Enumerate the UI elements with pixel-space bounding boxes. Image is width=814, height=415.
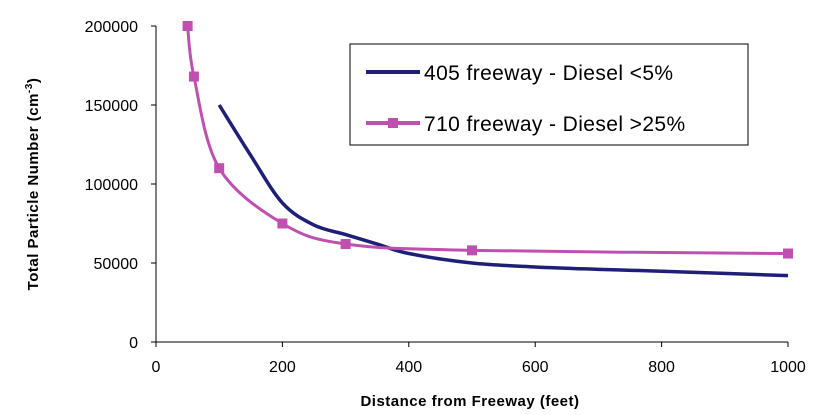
y-tick-label: 0	[129, 335, 138, 352]
data-point-marker	[277, 218, 288, 229]
x-tick-label: 600	[522, 359, 549, 376]
x-tick-label: 400	[395, 359, 422, 376]
data-point-marker	[340, 239, 351, 250]
series-1	[182, 21, 793, 259]
data-point-marker	[214, 163, 225, 174]
series-line-1	[186, 25, 789, 256]
legend-marker-710	[388, 118, 398, 128]
data-point-marker	[783, 248, 793, 259]
legend-label-710: 710 freeway - Diesel >25%	[424, 113, 686, 136]
y-axis-title-sup: -3	[24, 83, 35, 93]
y-tick-label: 150000	[85, 98, 138, 115]
series-line-0	[217, 104, 789, 278]
ticks: 0 200 400 600 800 1000 0 50000 100000 150000 20000…	[85, 19, 806, 376]
y-tick-label: 50000	[94, 256, 139, 273]
series-0	[217, 104, 789, 278]
x-tick-label: 0	[152, 359, 161, 376]
x-tick-label: 200	[269, 359, 296, 376]
data-point-marker	[182, 21, 193, 31]
x-tick-label: 1000	[770, 359, 806, 376]
y-tick-label: 100000	[85, 177, 138, 194]
legend-label-405: 405 freeway - Diesel <5%	[424, 62, 673, 85]
y-tick-label: 200000	[85, 19, 138, 36]
y-axis-title-close: )	[25, 78, 42, 84]
legend: 405 freeway - Diesel <5% 710 freeway - D…	[349, 43, 749, 146]
legend-box	[349, 43, 749, 146]
data-point-marker	[467, 245, 477, 256]
data-point-marker	[188, 71, 199, 82]
series-layer	[182, 21, 793, 278]
y-axis-title: Total Particle Number (cm-3)	[24, 78, 42, 291]
x-axis-title: Distance from Freeway (feet)	[360, 393, 579, 410]
x-tick-label: 800	[648, 359, 675, 376]
y-axis-title-main: Total Particle Number (cm	[25, 93, 42, 290]
